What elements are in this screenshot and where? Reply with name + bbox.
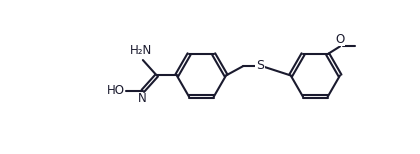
Text: HO: HO xyxy=(106,84,124,97)
Text: O: O xyxy=(335,33,345,46)
Text: H₂N: H₂N xyxy=(130,44,152,57)
Text: N: N xyxy=(138,92,147,105)
Text: S: S xyxy=(256,59,264,72)
